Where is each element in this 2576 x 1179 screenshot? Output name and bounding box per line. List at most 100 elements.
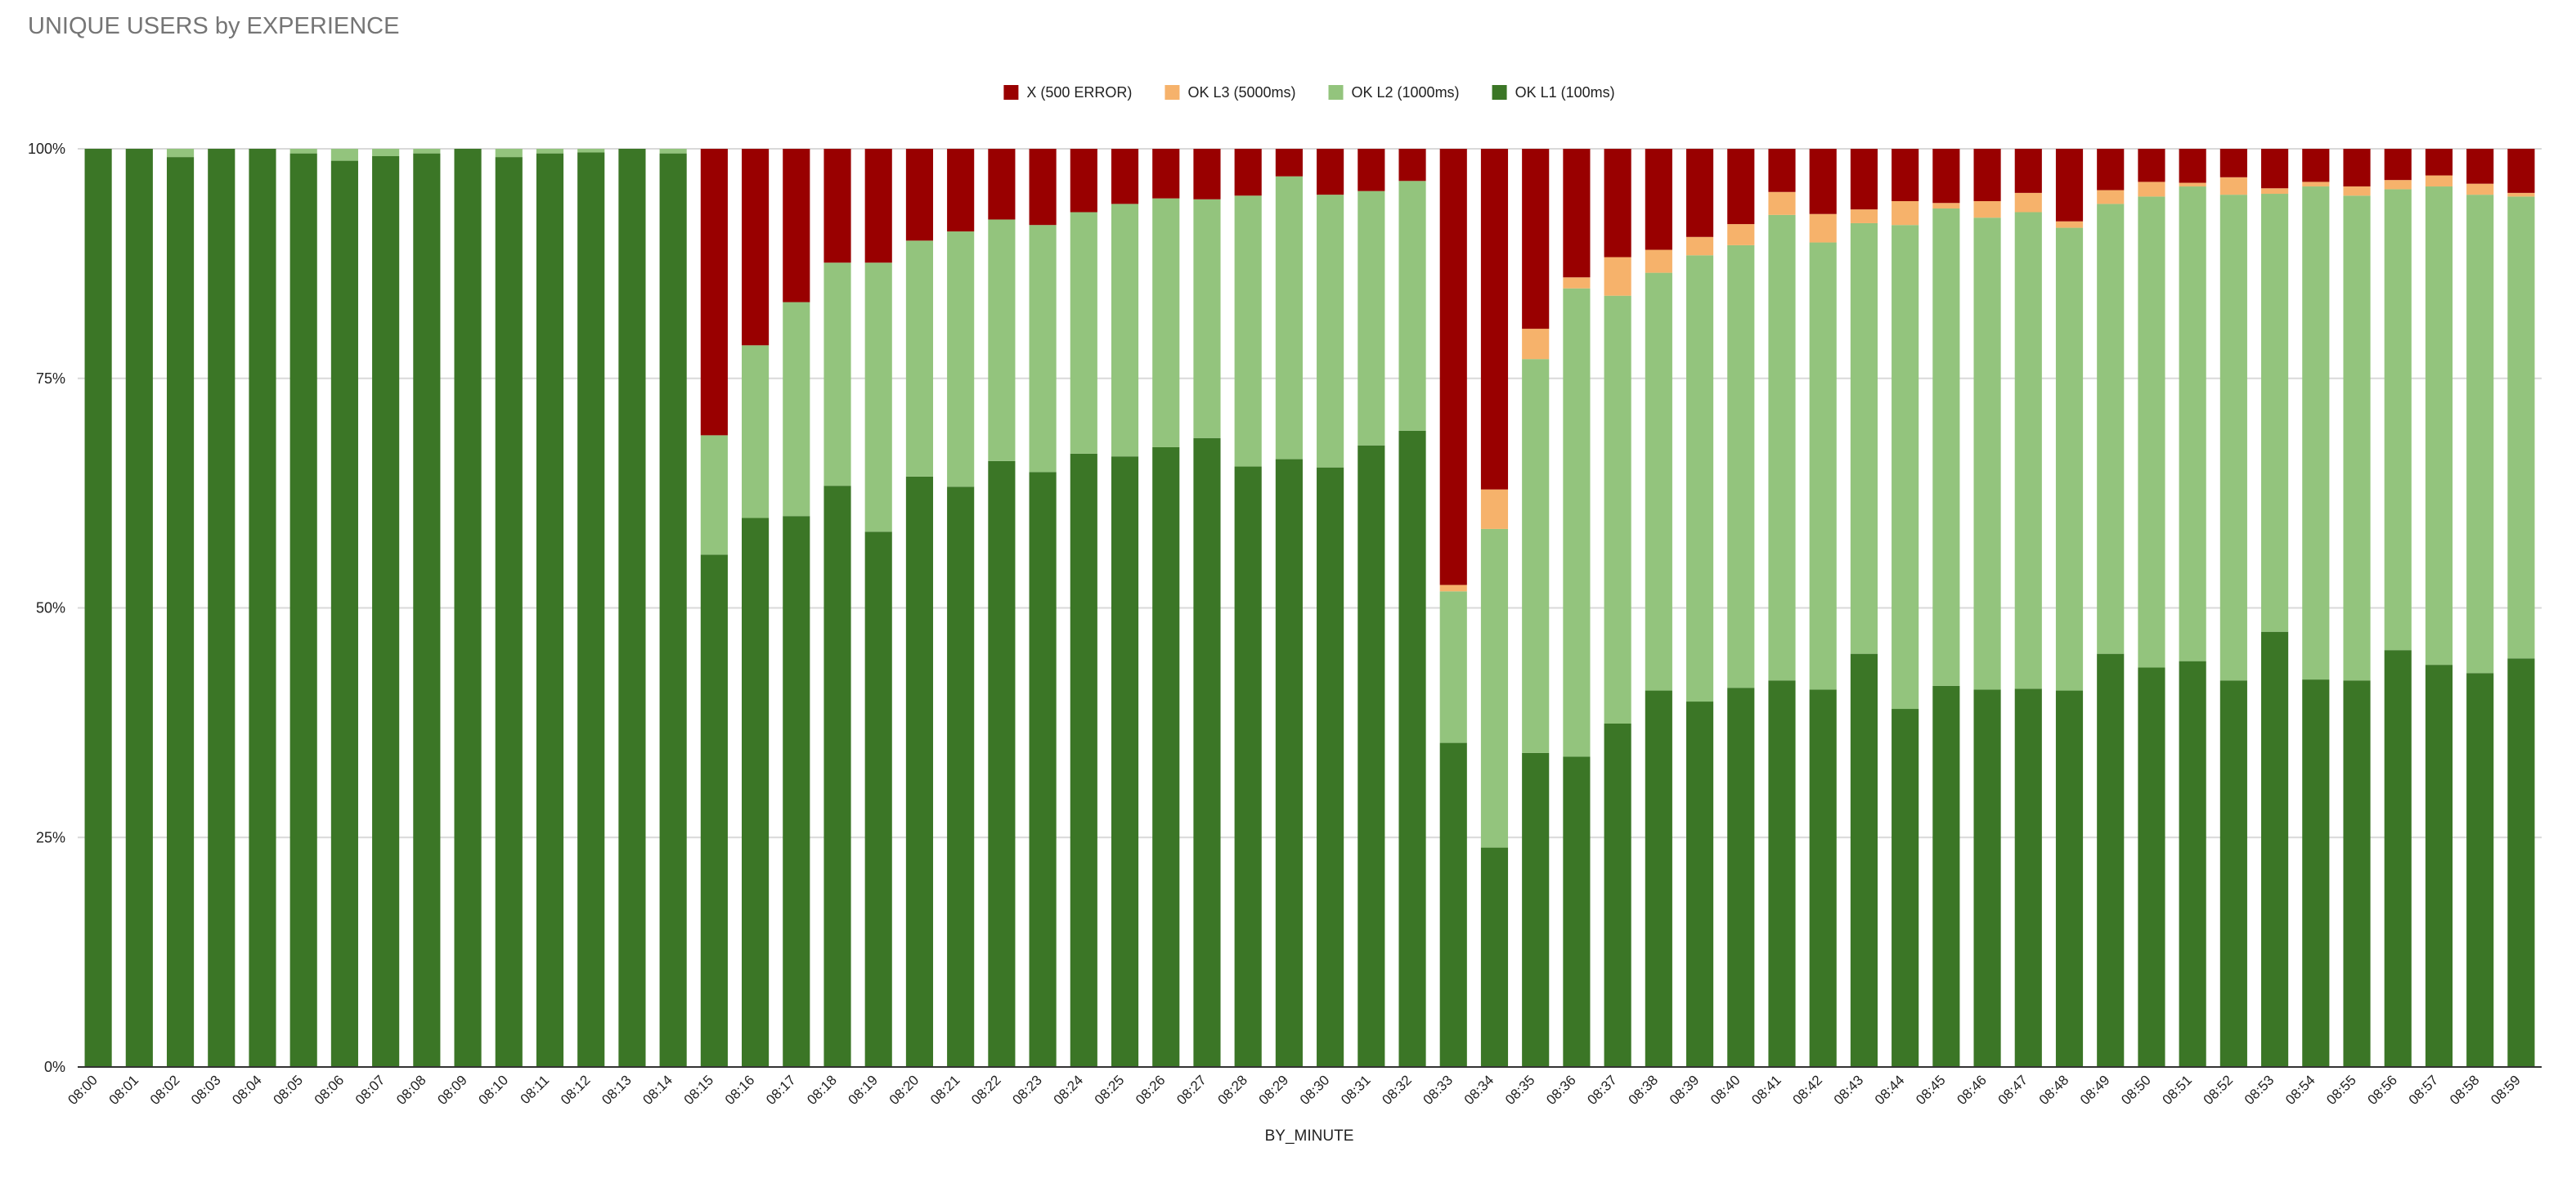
x-tick-label: 08:06 <box>312 1072 348 1108</box>
x-tick-label: 08:36 <box>1543 1072 1579 1108</box>
bar-segment <box>289 153 317 1068</box>
bar-segment <box>824 262 851 486</box>
bar-segment <box>1932 685 1960 1067</box>
x-tick-label: 08:58 <box>2447 1072 2483 1108</box>
bar-segment <box>2219 149 2247 177</box>
bar-segment <box>330 149 358 161</box>
bar-segment <box>1522 149 1550 329</box>
x-tick-label: 08:05 <box>270 1072 306 1108</box>
bar-segment <box>1892 709 1919 1067</box>
bar-segment <box>1727 688 1755 1067</box>
bar-segment <box>2343 680 2371 1067</box>
bar-segment <box>1480 149 1509 490</box>
x-tick-label: 08:47 <box>1995 1072 2031 1108</box>
bar-segment <box>2219 680 2247 1067</box>
bar-segment <box>1275 176 1303 459</box>
bar-segment <box>1850 209 1878 223</box>
bar-segment <box>618 149 646 1067</box>
bar-segment <box>988 219 1016 461</box>
x-tick-label: 08:12 <box>558 1072 594 1108</box>
bar-segment <box>1645 249 1672 273</box>
bar-segment <box>659 153 687 1068</box>
bar-segment <box>2055 227 2084 691</box>
bar-segment <box>2014 192 2042 213</box>
bar-segment <box>783 149 810 303</box>
bar-segment <box>2014 212 2042 689</box>
bar-segment <box>1932 203 1960 208</box>
x-tick-label: 08:55 <box>2323 1072 2359 1108</box>
bar-segment <box>1645 149 1672 250</box>
x-tick-label: 08:22 <box>968 1072 1004 1108</box>
x-axis-label: BY_MINUTE <box>1265 1127 1354 1145</box>
x-tick-label: 08:38 <box>1626 1072 1662 1108</box>
bar-segment <box>1275 459 1303 1067</box>
x-tick-label: 08:25 <box>1092 1072 1128 1108</box>
y-tick-label: 0% <box>44 1059 65 1075</box>
x-tick-label: 08:52 <box>2201 1072 2237 1108</box>
bar-segment <box>2138 667 2165 1067</box>
bar-segment <box>1070 453 1097 1067</box>
bar-segment <box>1439 149 1467 585</box>
bar-segment <box>824 149 851 263</box>
bar-segment <box>988 149 1016 220</box>
bar-segment <box>1193 437 1221 1067</box>
x-tick-label: 08:16 <box>722 1072 758 1108</box>
bar-segment <box>2466 183 2494 195</box>
bar-segment <box>1522 359 1550 753</box>
bar-segment <box>2219 177 2247 195</box>
bar-segment <box>1234 195 1262 467</box>
bar-segment <box>783 302 810 517</box>
bar-segment <box>742 345 770 518</box>
bar-segment <box>1685 236 1714 256</box>
bar-segment <box>1358 445 1385 1067</box>
bar-segment <box>2097 204 2125 654</box>
bar-segment <box>166 149 195 158</box>
x-tick-label: 08:20 <box>886 1072 922 1108</box>
bar-segment <box>495 157 523 1068</box>
bar-segment <box>1685 149 1714 237</box>
bar-segment <box>1480 847 1509 1067</box>
bar-segment <box>2425 175 2453 187</box>
bar-segment <box>2179 661 2206 1067</box>
bar-segment <box>2097 149 2125 191</box>
bar-segment <box>2466 195 2494 674</box>
x-tick-label: 08:59 <box>2488 1072 2524 1108</box>
bar-segment <box>1358 149 1385 191</box>
x-tick-label: 08:53 <box>2242 1072 2278 1108</box>
bar-segment <box>1563 149 1591 278</box>
y-tick-label: 75% <box>36 370 65 387</box>
bar-segment <box>1973 201 2001 218</box>
bar-segment <box>700 554 728 1067</box>
bar-segment <box>1932 208 1960 686</box>
bar-segment <box>495 149 523 158</box>
x-tick-label: 08:45 <box>1913 1072 1949 1108</box>
bar-segment <box>536 153 564 1068</box>
bar-segment <box>1152 446 1180 1067</box>
x-tick-label: 08:11 <box>518 1072 553 1107</box>
bar-segment <box>1892 225 1919 710</box>
x-tick-label: 08:54 <box>2282 1072 2318 1108</box>
bar-segment <box>742 518 770 1067</box>
bar-segment <box>2343 195 2371 681</box>
bar-segment <box>1973 149 2001 202</box>
x-tick-label: 08:03 <box>188 1072 224 1108</box>
bar-segment <box>454 149 482 1067</box>
bar-segment <box>1645 690 1672 1067</box>
x-tick-label: 08:18 <box>804 1072 840 1108</box>
bar-segment <box>1850 149 1878 210</box>
chart-bars <box>84 149 2535 1068</box>
bar-segment <box>2179 149 2206 183</box>
bar-segment <box>1522 329 1550 360</box>
legend-label: OK L1 (100ms) <box>1515 84 1615 101</box>
legend-swatch <box>1492 85 1507 100</box>
bar-segment <box>2425 149 2453 176</box>
y-tick-label: 25% <box>36 829 65 845</box>
bar-segment <box>1029 149 1057 226</box>
bar-segment <box>1070 149 1097 213</box>
bar-segment <box>1727 149 1755 225</box>
bar-segment <box>1809 242 1837 690</box>
legend-swatch <box>1328 85 1344 100</box>
bar-segment <box>2014 149 2042 193</box>
bar-segment <box>2384 189 2412 651</box>
bar-segment <box>1809 213 1837 243</box>
